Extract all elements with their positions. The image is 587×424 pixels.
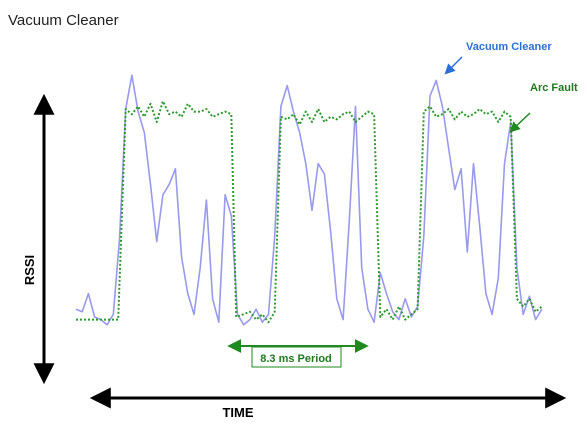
annotation-vacuum-cleaner: Vacuum Cleaner <box>444 41 552 75</box>
period-label: 8.3 ms Period <box>260 353 332 365</box>
series-line-vacuum-cleaner <box>75 74 543 326</box>
y-axis-label: RSSI <box>22 255 37 285</box>
annotation-vacuum-cleaner-arrow <box>444 56 463 75</box>
period-label-box <box>251 346 342 368</box>
annotation-arc-fault: Arc Fault <box>509 82 578 133</box>
annotation-period: 8.3 ms Period <box>227 339 369 368</box>
annotation-arc-fault-arrow <box>509 112 531 133</box>
annotation-vacuum-cleaner-label: Vacuum Cleaner <box>466 41 552 53</box>
annotation-arc-fault-label: Arc Fault <box>530 82 578 94</box>
series-layer <box>75 74 543 326</box>
x-axis-label: TIME <box>222 405 253 420</box>
chart-title: Vacuum Cleaner <box>8 12 119 29</box>
series-line-arc-fault <box>76 100 543 324</box>
